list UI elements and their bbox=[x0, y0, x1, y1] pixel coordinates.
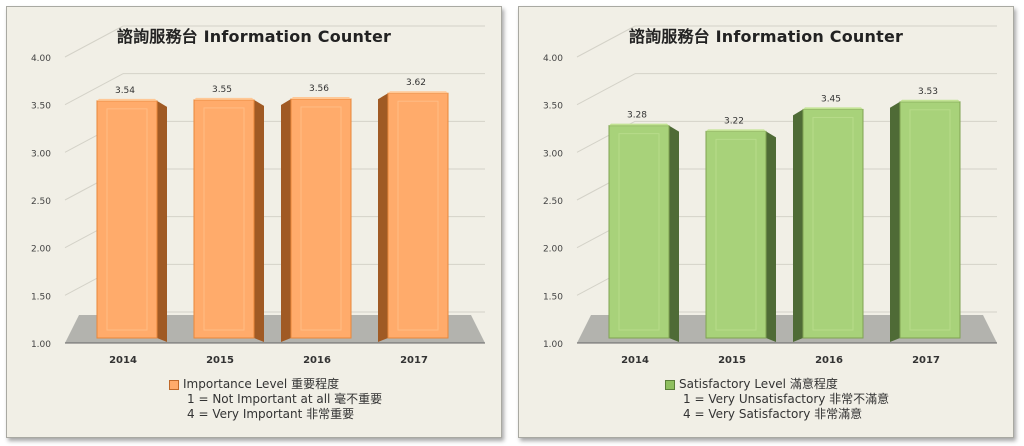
data-label: 3.62 bbox=[406, 78, 426, 88]
bar-top bbox=[97, 98, 157, 101]
x-tick-label: 2015 bbox=[206, 355, 234, 366]
bar-side bbox=[669, 125, 679, 342]
y-tick-label: 4.00 bbox=[31, 54, 51, 64]
bar-side bbox=[254, 99, 264, 343]
bar-side bbox=[793, 109, 803, 342]
data-label: 3.53 bbox=[918, 87, 938, 97]
bar-inner bbox=[812, 116, 854, 331]
bar-top bbox=[388, 91, 448, 94]
bar-side bbox=[766, 131, 776, 342]
bar-top bbox=[194, 97, 254, 100]
bar-side bbox=[378, 93, 388, 342]
bar-top bbox=[706, 129, 766, 132]
y-tick-label: 3.00 bbox=[31, 149, 51, 159]
bar-face bbox=[608, 125, 670, 339]
y-tick-label: 1.50 bbox=[31, 292, 51, 302]
data-label: 3.54 bbox=[115, 86, 135, 96]
chart-title: 諮詢服務台 Information Counter bbox=[116, 27, 392, 46]
bar-top bbox=[900, 99, 960, 102]
y-tick-label: 3.00 bbox=[543, 149, 563, 159]
bar-inner bbox=[397, 100, 439, 331]
bar-face bbox=[387, 92, 449, 339]
legend-note-4: 4 = Very Satisfactory 非常滿意 bbox=[683, 407, 863, 421]
x-tick-label: 2014 bbox=[621, 355, 649, 366]
bar-inner bbox=[618, 133, 660, 331]
satisfaction-bar-chart: 1.00 1.50 2.00 2.50 3.00 3.50 4.00 3.28 2014 3.22… bbox=[543, 25, 997, 366]
legend-entry: Importance Level 重要程度 bbox=[169, 377, 382, 392]
bar-face bbox=[705, 130, 767, 339]
importance-chart-panel: 諮詢服務台 Information Counter 1.00 1.50 2.00 2.… bbox=[6, 6, 502, 438]
grid-connector bbox=[64, 25, 124, 58]
legend-swatch bbox=[665, 379, 675, 390]
bar-face bbox=[96, 100, 158, 339]
y-tick-label: 2.50 bbox=[543, 197, 563, 207]
bar-face bbox=[290, 98, 352, 339]
bar-face bbox=[802, 108, 864, 339]
legend-note-1: 1 = Very Unsatisfactory 非常不滿意 bbox=[683, 392, 890, 406]
data-label: 3.55 bbox=[212, 85, 232, 95]
y-tick-label: 3.50 bbox=[31, 102, 51, 112]
bar-inner bbox=[300, 106, 342, 331]
bar-top bbox=[291, 96, 351, 99]
x-tick-label: 2016 bbox=[303, 355, 331, 366]
bar bbox=[193, 97, 264, 343]
bar bbox=[890, 99, 961, 342]
legend-note-4: 4 = Very Important 非常重要 bbox=[187, 407, 355, 421]
y-tick-label: 1.00 bbox=[543, 340, 563, 350]
grid-connector bbox=[576, 73, 636, 106]
y-tick-label: 2.50 bbox=[31, 197, 51, 207]
bar-top bbox=[609, 123, 669, 126]
grid-connector bbox=[64, 73, 124, 106]
data-label: 3.28 bbox=[627, 111, 647, 121]
bar bbox=[608, 123, 679, 342]
y-tick-label: 1.50 bbox=[543, 292, 563, 302]
legend-swatch bbox=[169, 379, 179, 390]
bar bbox=[281, 96, 352, 342]
chart-legend: Satisfactory Level 滿意程度 1 = Very Unsatis… bbox=[665, 377, 889, 422]
importance-bar-chart: 1.00 1.50 2.00 2.50 3.00 3.50 4.00 3.54 2014 3.55… bbox=[31, 25, 485, 366]
bar bbox=[793, 107, 864, 342]
chart-title: 諮詢服務台 Information Counter bbox=[628, 27, 904, 46]
x-tick-label: 2014 bbox=[109, 355, 137, 366]
bar-inner bbox=[203, 107, 245, 331]
bar-top bbox=[803, 107, 863, 110]
bar-inner bbox=[106, 108, 148, 331]
bar bbox=[96, 98, 167, 342]
y-tick-label: 2.00 bbox=[543, 245, 563, 255]
chart-legend: Importance Level 重要程度 1 = Not Important … bbox=[169, 377, 382, 422]
satisfaction-chart-panel: 諮詢服務台 Information Counter 1.00 1.50 2.00 2.… bbox=[518, 6, 1014, 438]
bar-inner bbox=[715, 138, 757, 331]
y-tick-label: 4.00 bbox=[543, 54, 563, 64]
x-tick-label: 2017 bbox=[400, 355, 428, 366]
x-tick-label: 2015 bbox=[718, 355, 746, 366]
bar-face bbox=[193, 99, 255, 339]
y-tick-label: 2.00 bbox=[31, 245, 51, 255]
legend-entry: Satisfactory Level 滿意程度 bbox=[665, 377, 889, 392]
data-label: 3.45 bbox=[821, 94, 841, 104]
data-label: 3.56 bbox=[309, 84, 329, 94]
bar bbox=[705, 129, 776, 342]
x-tick-label: 2017 bbox=[912, 355, 940, 366]
bar-face bbox=[899, 101, 961, 339]
grid-connector bbox=[576, 25, 636, 58]
y-tick-label: 1.00 bbox=[31, 340, 51, 350]
data-label: 3.22 bbox=[724, 116, 744, 126]
bar-side bbox=[281, 98, 291, 342]
bar bbox=[378, 91, 449, 342]
legend-series-name: Importance Level 重要程度 bbox=[183, 377, 340, 391]
legend-note-1: 1 = Not Important at all 毫不重要 bbox=[187, 392, 383, 406]
x-tick-label: 2016 bbox=[815, 355, 843, 366]
bar-side bbox=[890, 101, 900, 342]
legend-series-name: Satisfactory Level 滿意程度 bbox=[679, 377, 838, 391]
y-tick-label: 3.50 bbox=[543, 102, 563, 112]
bar-inner bbox=[909, 109, 951, 331]
bar-side bbox=[157, 100, 167, 342]
